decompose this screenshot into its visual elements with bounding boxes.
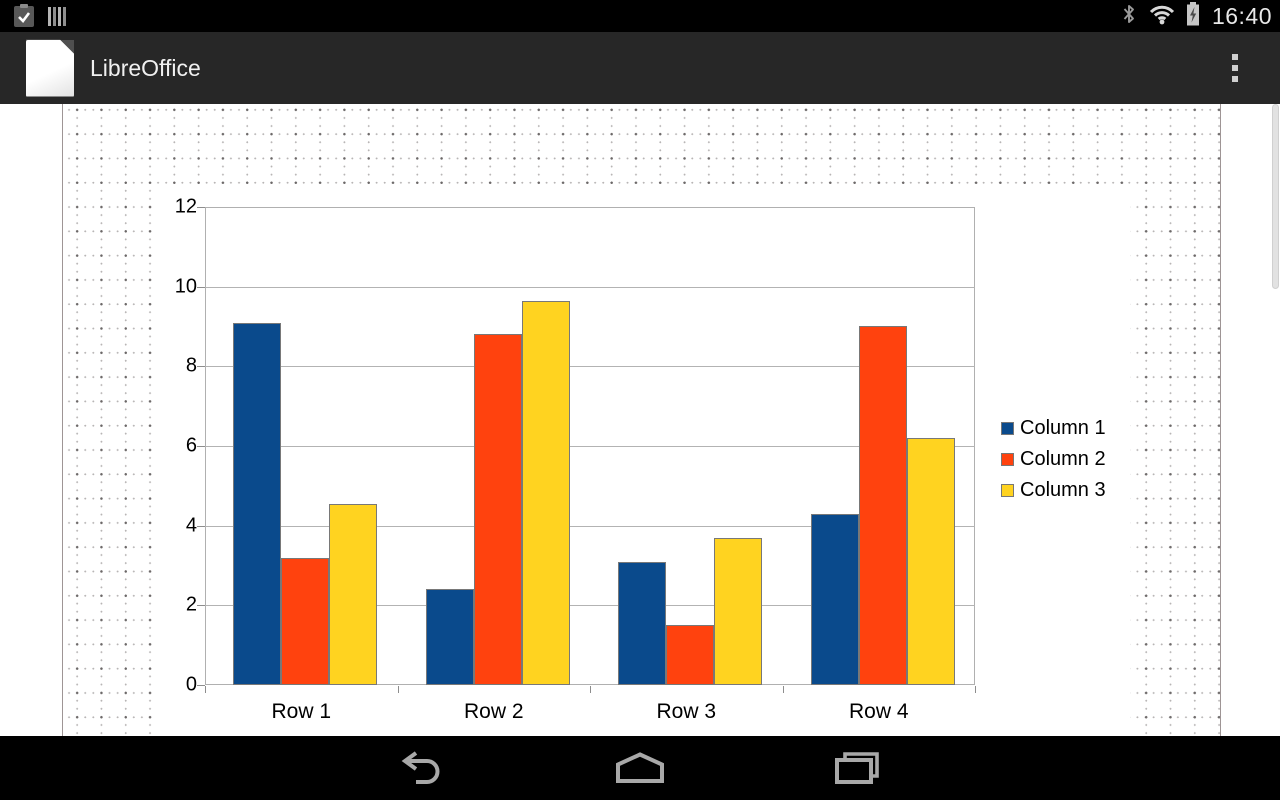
x-axis-label: Row 3 [656,700,717,723]
legend-entry: Column 3 [1001,475,1106,506]
bar-column-3-row-1 [329,504,377,685]
y-axis-label: 10 [174,275,197,298]
legend-label: Column 1 [1020,417,1106,439]
x-axis-tick [205,686,206,693]
status-bar-notifications [14,3,66,27]
legend-label: Column 2 [1020,448,1106,470]
gridline [205,366,975,368]
y-axis-label: 0 [185,673,197,696]
bar-column-1-row-3 [618,561,666,685]
back-button[interactable] [361,736,481,800]
y-axis-tick [197,525,205,527]
stacked-bars-notification-icon [48,6,66,26]
y-axis-tick [197,366,205,368]
battery-charging-icon [1186,1,1200,31]
wifi-icon [1148,2,1176,30]
y-axis-tick [197,446,205,447]
bar-column-2-row-1 [281,557,329,685]
bar-column-2-row-2 [473,334,522,685]
recents-button[interactable] [797,736,917,800]
y-axis-tick [197,286,205,288]
recents-icon [835,752,879,784]
x-axis-tick [590,686,591,693]
chart-object: Column 1 Column 2 Column 3 0 2 4 6 8 10 12 Row 1 R… [153,185,1130,736]
navigation-bar [0,736,1280,800]
x-axis-label: Row 2 [463,700,524,723]
gridline [205,446,975,447]
x-axis-tick [397,686,399,693]
bar-column-3-row-2 [521,300,570,685]
status-bar-system-icons: 16:40 [1120,1,1272,31]
bar-column-1-row-2 [425,589,474,685]
page-edge-right [1220,104,1221,736]
status-bar: 16:40 [0,0,1280,32]
y-axis-label: 12 [174,195,197,218]
bar-column-3-row-3 [714,537,762,685]
task-complete-notification-icon [14,3,34,27]
app-bar: LibreOffice [0,32,1280,104]
vertical-scrollbar[interactable] [1272,104,1279,289]
gridline [205,286,975,288]
libreoffice-document-icon [26,39,74,97]
legend-entry: Column 2 [1001,444,1106,475]
chart-legend: Column 1 Column 2 Column 3 [1001,413,1106,506]
gridline [205,525,975,527]
gridline [205,605,975,607]
y-axis-label: 4 [185,514,197,537]
x-axis-tick [782,686,784,693]
bar-column-3-row-4 [906,438,955,685]
bluetooth-icon [1120,2,1138,31]
y-axis-tick [197,207,205,208]
bar-column-2-row-4 [858,325,907,685]
app-title: LibreOffice [90,54,201,81]
x-axis-tick [975,686,976,693]
legend-swatch [1001,453,1014,466]
clock: 16:40 [1211,2,1272,29]
y-axis-label: 8 [185,354,197,377]
home-icon [616,752,664,783]
overflow-menu-icon[interactable] [1226,44,1244,92]
x-axis-label: Row 4 [848,700,909,723]
page-edge-left [62,104,63,736]
legend-swatch [1001,484,1014,497]
x-axis-label: Row 1 [271,700,332,723]
y-axis-tick [197,685,205,686]
document-canvas[interactable]: Column 1 Column 2 Column 3 0 2 4 6 8 10 12 Row 1 R… [0,104,1280,736]
y-axis-label: 2 [185,593,197,616]
legend-swatch [1001,422,1014,435]
back-icon [401,751,440,784]
legend-entry: Column 1 [1001,413,1106,444]
bar-column-1-row-1 [233,322,281,685]
y-axis-label: 6 [185,434,197,457]
home-button[interactable] [580,736,700,800]
bar-column-1-row-4 [810,513,859,685]
y-axis-tick [197,605,205,607]
legend-label: Column 3 [1020,479,1106,501]
bar-column-2-row-3 [666,625,714,685]
